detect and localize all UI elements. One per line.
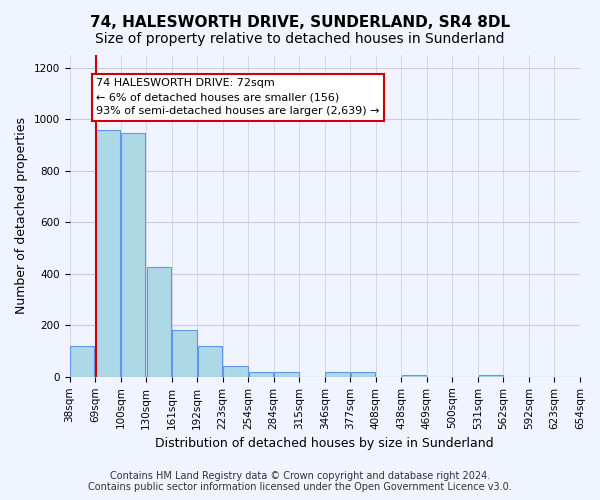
Bar: [274, 372, 299, 377]
Bar: [198, 346, 222, 377]
Bar: [249, 372, 273, 377]
Bar: [351, 372, 375, 377]
X-axis label: Distribution of detached houses by size in Sunderland: Distribution of detached houses by size …: [155, 437, 494, 450]
Y-axis label: Number of detached properties: Number of detached properties: [15, 118, 28, 314]
Text: Size of property relative to detached houses in Sunderland: Size of property relative to detached ho…: [95, 32, 505, 46]
Bar: [223, 366, 248, 377]
Text: Contains HM Land Registry data © Crown copyright and database right 2024.
Contai: Contains HM Land Registry data © Crown c…: [88, 471, 512, 492]
Bar: [402, 375, 426, 377]
Bar: [479, 375, 503, 377]
Bar: [70, 346, 94, 377]
Bar: [147, 266, 171, 377]
Bar: [121, 133, 145, 377]
Bar: [95, 130, 120, 377]
Bar: [172, 330, 197, 377]
Text: 74, HALESWORTH DRIVE, SUNDERLAND, SR4 8DL: 74, HALESWORTH DRIVE, SUNDERLAND, SR4 8D…: [90, 15, 510, 30]
Bar: [325, 372, 350, 377]
Text: 74 HALESWORTH DRIVE: 72sqm
← 6% of detached houses are smaller (156)
93% of semi: 74 HALESWORTH DRIVE: 72sqm ← 6% of detac…: [97, 78, 380, 116]
